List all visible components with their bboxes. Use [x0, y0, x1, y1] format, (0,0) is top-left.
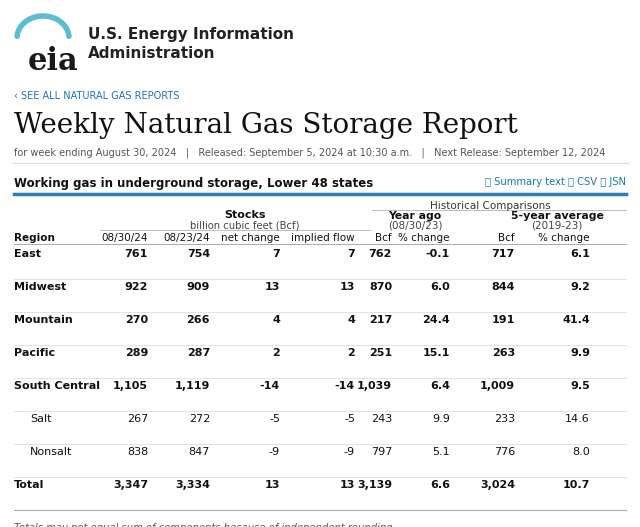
Text: -9: -9 — [269, 447, 280, 457]
Text: 217: 217 — [369, 315, 392, 325]
Text: Total: Total — [14, 480, 44, 490]
Text: 6.6: 6.6 — [430, 480, 450, 490]
Text: 289: 289 — [125, 348, 148, 358]
Text: Weekly Natural Gas Storage Report: Weekly Natural Gas Storage Report — [14, 112, 518, 139]
Text: -9: -9 — [344, 447, 355, 457]
Text: implied flow: implied flow — [291, 233, 355, 243]
Text: Working gas in underground storage, Lower 48 states: Working gas in underground storage, Lowe… — [14, 177, 373, 190]
Text: 233: 233 — [494, 414, 515, 424]
Text: 3,024: 3,024 — [480, 480, 515, 490]
Text: 08/23/24: 08/23/24 — [163, 233, 210, 243]
Text: (2019-23): (2019-23) — [531, 221, 582, 231]
Text: 251: 251 — [369, 348, 392, 358]
Text: 9.9: 9.9 — [432, 414, 450, 424]
Text: net change: net change — [221, 233, 280, 243]
Text: 4: 4 — [347, 315, 355, 325]
Text: 2: 2 — [272, 348, 280, 358]
Text: Nonsalt: Nonsalt — [30, 447, 72, 457]
Text: 5.1: 5.1 — [433, 447, 450, 457]
Text: 263: 263 — [492, 348, 515, 358]
Text: ⎙ Summary text ⎙ CSV ⎙ JSN: ⎙ Summary text ⎙ CSV ⎙ JSN — [485, 177, 626, 187]
Text: Bcf: Bcf — [499, 233, 515, 243]
Text: 1,119: 1,119 — [175, 381, 210, 391]
Text: 270: 270 — [125, 315, 148, 325]
Text: (08/30/23): (08/30/23) — [388, 221, 442, 231]
Text: 24.4: 24.4 — [422, 315, 450, 325]
Text: 9.5: 9.5 — [570, 381, 590, 391]
Text: 1,105: 1,105 — [113, 381, 148, 391]
Text: 6.4: 6.4 — [430, 381, 450, 391]
Text: 909: 909 — [187, 282, 210, 292]
Text: 4: 4 — [272, 315, 280, 325]
Text: -5: -5 — [269, 414, 280, 424]
Text: 922: 922 — [125, 282, 148, 292]
Text: 6.0: 6.0 — [430, 282, 450, 292]
Text: Totals may not equal sum of components because of independent rounding.: Totals may not equal sum of components b… — [14, 523, 396, 527]
Text: Historical Comparisons: Historical Comparisons — [429, 201, 550, 211]
Text: 14.6: 14.6 — [565, 414, 590, 424]
Text: 3,139: 3,139 — [357, 480, 392, 490]
Text: 6.1: 6.1 — [570, 249, 590, 259]
Text: -14: -14 — [260, 381, 280, 391]
Text: eia: eia — [28, 46, 79, 77]
Text: 41.4: 41.4 — [563, 315, 590, 325]
Text: -14: -14 — [335, 381, 355, 391]
Text: 717: 717 — [492, 249, 515, 259]
Text: 8.0: 8.0 — [572, 447, 590, 457]
Text: 3,334: 3,334 — [175, 480, 210, 490]
Text: billion cubic feet (Bcf): billion cubic feet (Bcf) — [190, 221, 300, 231]
Text: 870: 870 — [369, 282, 392, 292]
Text: 847: 847 — [189, 447, 210, 457]
Text: 844: 844 — [492, 282, 515, 292]
Text: Stocks: Stocks — [224, 210, 266, 220]
Text: 272: 272 — [189, 414, 210, 424]
Text: Pacific: Pacific — [14, 348, 55, 358]
Text: 2: 2 — [348, 348, 355, 358]
Text: Midwest: Midwest — [14, 282, 67, 292]
Text: 13: 13 — [340, 480, 355, 490]
Text: -5: -5 — [344, 414, 355, 424]
Text: 267: 267 — [127, 414, 148, 424]
Text: 10.7: 10.7 — [563, 480, 590, 490]
Text: 191: 191 — [492, 315, 515, 325]
Text: 761: 761 — [125, 249, 148, 259]
Text: 1,009: 1,009 — [480, 381, 515, 391]
Text: for week ending August 30, 2024   |   Released: September 5, 2024 at 10:30 a.m. : for week ending August 30, 2024 | Releas… — [14, 148, 605, 159]
Text: Mountain: Mountain — [14, 315, 73, 325]
Text: 287: 287 — [187, 348, 210, 358]
Text: 13: 13 — [264, 282, 280, 292]
Text: 7: 7 — [348, 249, 355, 259]
Text: 797: 797 — [371, 447, 392, 457]
Text: Year ago: Year ago — [388, 211, 442, 221]
Text: 266: 266 — [186, 315, 210, 325]
Text: Administration: Administration — [88, 45, 216, 61]
Text: Bcf: Bcf — [376, 233, 392, 243]
Text: East: East — [14, 249, 41, 259]
Text: 13: 13 — [264, 480, 280, 490]
Text: % change: % change — [538, 233, 590, 243]
Text: 3,347: 3,347 — [113, 480, 148, 490]
Text: 9.9: 9.9 — [570, 348, 590, 358]
Text: ‹ SEE ALL NATURAL GAS REPORTS: ‹ SEE ALL NATURAL GAS REPORTS — [14, 91, 179, 101]
Text: 7: 7 — [272, 249, 280, 259]
Text: 15.1: 15.1 — [422, 348, 450, 358]
Text: 13: 13 — [340, 282, 355, 292]
Text: 5-year average: 5-year average — [511, 211, 604, 221]
Text: 762: 762 — [369, 249, 392, 259]
Text: Salt: Salt — [30, 414, 51, 424]
Text: 243: 243 — [371, 414, 392, 424]
Text: -0.1: -0.1 — [426, 249, 450, 259]
Text: U.S. Energy Information: U.S. Energy Information — [88, 27, 294, 43]
Text: 9.2: 9.2 — [570, 282, 590, 292]
Text: 754: 754 — [187, 249, 210, 259]
Text: South Central: South Central — [14, 381, 100, 391]
Text: 08/30/24: 08/30/24 — [102, 233, 148, 243]
Text: % change: % change — [399, 233, 450, 243]
Text: 776: 776 — [493, 447, 515, 457]
Text: 838: 838 — [127, 447, 148, 457]
Text: Region: Region — [14, 233, 55, 243]
Text: 1,039: 1,039 — [357, 381, 392, 391]
